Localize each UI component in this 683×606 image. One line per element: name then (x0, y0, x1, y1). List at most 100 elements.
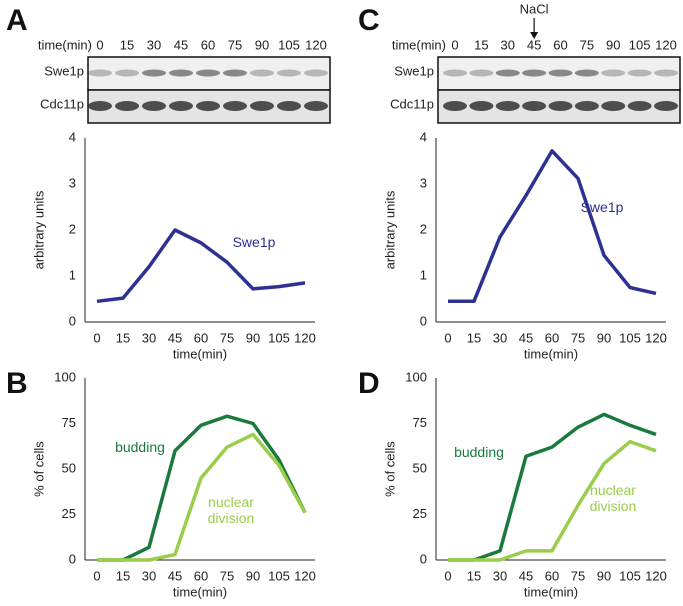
x-tick-label: 30 (142, 568, 156, 583)
lane-label: 60 (201, 37, 215, 52)
blot-row-label: Swe1p (394, 63, 434, 78)
series-label: budding (115, 439, 165, 455)
panel-letter: B (6, 367, 28, 400)
x-tick-label: 105 (268, 568, 290, 583)
x-tick-label: 45 (168, 330, 182, 345)
blot-time-title: time(min) (38, 37, 92, 52)
y-tick-label: 4 (420, 129, 427, 144)
lane-label: 75 (228, 37, 242, 52)
y-tick-label: 1 (420, 267, 427, 282)
blot-band (469, 69, 494, 77)
lane-label: 45 (174, 37, 188, 52)
x-tick-label: 75 (220, 568, 234, 583)
x-tick-label: 75 (571, 568, 585, 583)
blot-band (443, 101, 467, 111)
blot-row-label: Cdc11p (40, 96, 84, 111)
y-tick-label: 25 (62, 506, 76, 521)
blot-band (522, 101, 547, 111)
x-tick-label: 45 (519, 330, 533, 345)
series-line (97, 414, 307, 562)
lane-label: 15 (120, 37, 134, 52)
x-tick-label: 90 (246, 330, 260, 345)
lane-label: 120 (655, 37, 677, 52)
lane-label: 60 (553, 37, 567, 52)
blot-band (548, 101, 573, 111)
x-axis-title: time(min) (173, 584, 227, 599)
blot-band (601, 101, 626, 111)
y-tick-label: 50 (62, 460, 76, 475)
x-tick-label: 30 (493, 330, 507, 345)
lane-label: 90 (255, 37, 269, 52)
y-tick-label: 25 (413, 506, 427, 521)
lane-label: 105 (278, 37, 300, 52)
blot-row-label: Swe1p (44, 63, 84, 78)
blot-band (277, 69, 301, 77)
series-line (97, 432, 307, 562)
y-tick-label: 100 (54, 369, 76, 384)
y-tick-label: 100 (405, 369, 427, 384)
x-tick-label: 60 (545, 330, 559, 345)
x-tick-label: 0 (444, 568, 451, 583)
lane-label: 90 (606, 37, 620, 52)
blot-band (601, 69, 626, 77)
series-label: Swe1p (580, 199, 624, 215)
blot-band (223, 69, 247, 77)
series-label: nuclear division (207, 494, 255, 526)
blot-band (574, 69, 599, 77)
y-tick-label: 75 (62, 415, 76, 430)
blot-band (88, 69, 112, 77)
blot-annotation: NaCl (520, 1, 549, 16)
y-tick-label: 4 (69, 129, 76, 144)
blot-band (250, 69, 274, 77)
y-axis-title: arbitrary units (31, 190, 46, 269)
blot-band (304, 101, 328, 111)
lane-label: 0 (96, 37, 103, 52)
y-tick-label: 1 (69, 267, 76, 282)
lane-label: 0 (451, 37, 458, 52)
series-label: nuclear division (589, 482, 637, 514)
x-tick-label: 30 (493, 568, 507, 583)
x-tick-label: 15 (467, 330, 481, 345)
blot-row-label: Cdc11p (390, 96, 434, 111)
y-tick-label: 0 (69, 551, 76, 566)
x-axis-title: time(min) (524, 584, 578, 599)
x-tick-label: 105 (268, 330, 290, 345)
blot-band (169, 101, 193, 111)
blot-band (304, 69, 328, 77)
x-tick-label: 0 (93, 330, 100, 345)
x-axis-title: time(min) (524, 346, 578, 361)
y-axis-title: arbitrary units (382, 190, 397, 269)
blot-band (574, 101, 599, 111)
x-tick-label: 45 (519, 568, 533, 583)
blot-band (627, 69, 652, 77)
x-tick-label: 75 (571, 330, 585, 345)
blot-band (654, 101, 678, 111)
x-tick-label: 105 (619, 568, 641, 583)
blot-band (443, 69, 467, 77)
x-tick-label: 90 (597, 568, 611, 583)
lane-label: 120 (305, 37, 327, 52)
x-tick-label: 120 (294, 568, 316, 583)
blot-band (469, 101, 494, 111)
lane-label: 45 (527, 37, 541, 52)
series-line (96, 228, 306, 304)
x-tick-label: 60 (545, 568, 559, 583)
y-tick-label: 2 (420, 221, 427, 236)
x-tick-label: 75 (220, 330, 234, 345)
x-tick-label: 45 (168, 568, 182, 583)
blot-band (196, 101, 220, 111)
lane-label: 30 (501, 37, 515, 52)
blot-band (654, 69, 678, 77)
lane-label: 105 (629, 37, 651, 52)
blot-band (522, 69, 547, 77)
blot-band (115, 69, 139, 77)
x-tick-label: 90 (597, 330, 611, 345)
y-tick-label: 0 (420, 551, 427, 566)
y-axis-title: % of cells (382, 441, 397, 497)
x-tick-label: 60 (194, 568, 208, 583)
lane-label: 75 (580, 37, 594, 52)
y-tick-label: 3 (420, 175, 427, 190)
blot-band (495, 69, 520, 77)
series-line (448, 149, 657, 304)
